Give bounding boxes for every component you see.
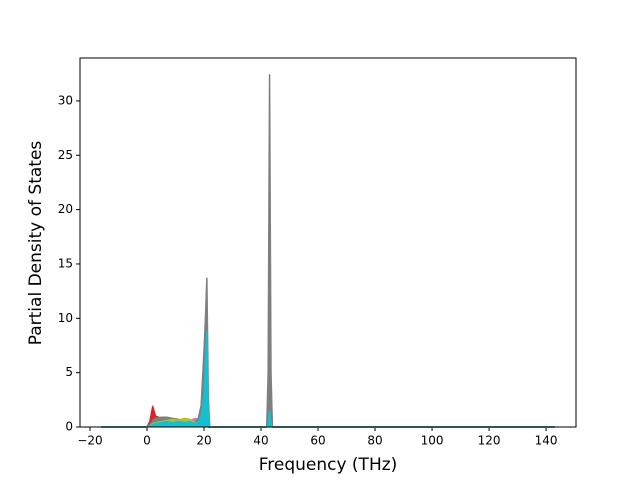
y-tick-label: 10 (58, 311, 73, 325)
pdos-line (101, 330, 555, 428)
pdos-line (101, 74, 555, 428)
y-tick-label: 0 (65, 420, 73, 434)
x-tick-label: −20 (77, 434, 102, 448)
y-tick-label: 25 (58, 148, 73, 162)
x-tick-label: 0 (143, 434, 151, 448)
x-tick-label: 20 (196, 434, 211, 448)
x-tick-label: 40 (253, 434, 268, 448)
y-tick-label: 15 (58, 256, 73, 270)
x-tick-label: 100 (421, 434, 444, 448)
y-tick-label: 20 (58, 202, 73, 216)
y-tick-label: 5 (65, 365, 73, 379)
y-tick-label: 30 (58, 93, 73, 107)
plot-frame (79, 57, 577, 428)
x-tick-label: 60 (310, 434, 325, 448)
x-axis-label: Frequency (THz) (259, 455, 398, 475)
y-axis-label: Partial Density of States (26, 141, 46, 346)
x-tick-label: 120 (478, 434, 501, 448)
x-tick-label: 140 (535, 434, 558, 448)
x-tick-label: 80 (367, 434, 382, 448)
